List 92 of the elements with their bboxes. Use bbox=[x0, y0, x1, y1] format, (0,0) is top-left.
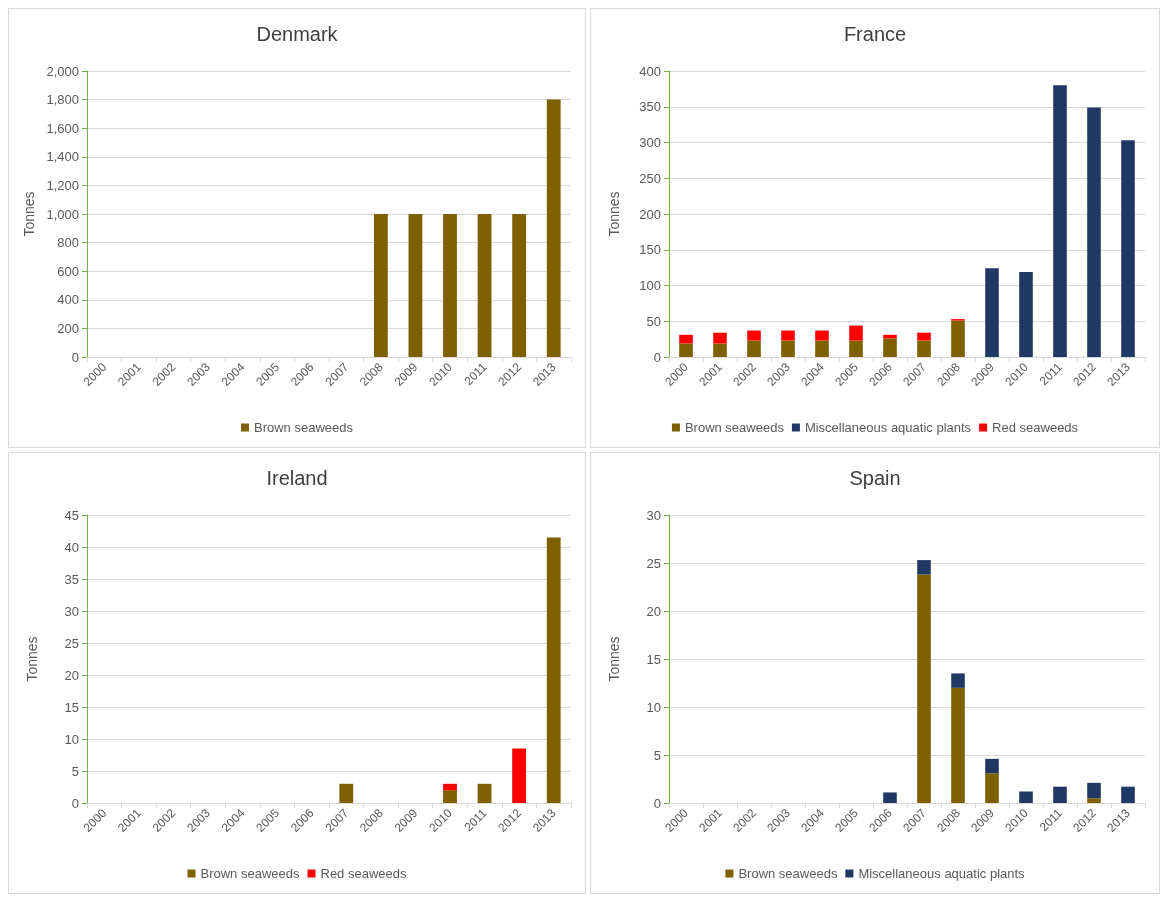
y-tick-label: 35 bbox=[64, 571, 79, 587]
bar bbox=[985, 758, 999, 774]
y-tick-label: 50 bbox=[646, 313, 661, 329]
bar bbox=[951, 687, 965, 803]
y-tick-label: 0 bbox=[71, 349, 79, 365]
y-tick-label: 5 bbox=[653, 747, 661, 763]
y-tick-label: 25 bbox=[646, 555, 661, 571]
bar bbox=[917, 340, 931, 357]
bar bbox=[815, 330, 829, 341]
y-axis-title: Tonnes bbox=[20, 191, 37, 237]
bar bbox=[1053, 786, 1067, 803]
bar bbox=[1087, 107, 1101, 357]
bar bbox=[849, 340, 863, 357]
y-tick-label: 0 bbox=[653, 349, 661, 365]
legend-label: Red seaweeds bbox=[320, 866, 407, 881]
bar bbox=[1019, 791, 1033, 803]
chart-title: Ireland bbox=[266, 467, 328, 489]
y-tick-label: 250 bbox=[639, 170, 661, 186]
bar bbox=[815, 340, 829, 357]
chart-title: Spain bbox=[849, 467, 901, 489]
y-tick-label: 30 bbox=[64, 603, 79, 619]
legend-label: Brown seaweeds bbox=[684, 420, 785, 435]
bar bbox=[713, 343, 727, 357]
bar bbox=[679, 334, 693, 344]
bar bbox=[985, 268, 999, 357]
legend-label: Brown seaweeds bbox=[738, 866, 838, 881]
bar bbox=[339, 783, 354, 803]
bar bbox=[883, 338, 897, 357]
y-tick-label: 15 bbox=[646, 651, 661, 667]
bar bbox=[443, 790, 457, 803]
y-tick-label: 30 bbox=[646, 507, 661, 523]
bar bbox=[849, 325, 863, 341]
y-tick-label: 15 bbox=[64, 699, 79, 715]
bar bbox=[512, 748, 527, 803]
bar bbox=[747, 340, 761, 357]
bar bbox=[1121, 786, 1135, 803]
y-tick-label: 400 bbox=[639, 63, 661, 79]
y-tick-label: 2,000 bbox=[46, 63, 79, 79]
bar bbox=[917, 332, 931, 341]
y-tick-label: 300 bbox=[639, 135, 661, 150]
y-tick-label: 10 bbox=[64, 731, 79, 747]
bar bbox=[883, 792, 897, 803]
bar bbox=[917, 574, 931, 803]
y-tick-label: 0 bbox=[653, 795, 661, 811]
bar bbox=[985, 773, 999, 803]
y-tick-label: 45 bbox=[64, 507, 79, 523]
legend-label: Miscellaneous aquatic plants bbox=[804, 420, 972, 435]
bar bbox=[1087, 798, 1101, 803]
y-tick-label: 100 bbox=[639, 278, 661, 293]
y-tick-label: 200 bbox=[57, 320, 79, 336]
bar bbox=[1053, 85, 1067, 357]
bar bbox=[679, 343, 693, 357]
chart-title: Denmark bbox=[256, 23, 339, 45]
legend-label: Brown seaweeds bbox=[254, 420, 354, 435]
bar bbox=[443, 783, 457, 791]
legend-label: Red seaweeds bbox=[992, 420, 1079, 435]
y-tick-label: 1,800 bbox=[46, 92, 79, 108]
bar bbox=[781, 340, 795, 357]
bar bbox=[1019, 271, 1033, 357]
y-tick-label: 200 bbox=[639, 206, 661, 222]
y-tick-label: 800 bbox=[57, 235, 79, 251]
y-tick-label: 150 bbox=[639, 242, 661, 258]
bar bbox=[781, 330, 795, 341]
y-tick-label: 350 bbox=[639, 99, 661, 115]
y-tick-label: 1,400 bbox=[46, 149, 79, 165]
y-axis-title: Tonnes bbox=[24, 636, 40, 682]
y-tick-label: 25 bbox=[64, 635, 79, 651]
y-tick-label: 1,000 bbox=[46, 206, 79, 222]
bar bbox=[477, 783, 492, 803]
bar bbox=[747, 330, 761, 341]
y-axis-title: Tonnes bbox=[606, 636, 622, 682]
bar bbox=[546, 537, 561, 803]
bar bbox=[951, 673, 965, 688]
y-tick-label: 20 bbox=[64, 667, 79, 683]
y-tick-label: 400 bbox=[57, 292, 79, 308]
y-tick-label: 600 bbox=[57, 263, 79, 279]
y-tick-label: 40 bbox=[64, 539, 79, 555]
bar bbox=[951, 320, 965, 357]
bar bbox=[1087, 782, 1101, 799]
y-tick-label: 1,600 bbox=[46, 120, 79, 136]
chart-title: France bbox=[843, 23, 907, 45]
bar bbox=[713, 332, 727, 344]
bar bbox=[917, 560, 931, 575]
y-tick-label: 5 bbox=[71, 763, 79, 779]
legend-label: Miscellaneous aquatic plants bbox=[858, 866, 1026, 881]
y-axis-title: Tonnes bbox=[606, 191, 622, 237]
y-tick-label: 10 bbox=[646, 699, 661, 715]
legend-label: Brown seaweeds bbox=[200, 866, 300, 881]
bar bbox=[1121, 140, 1135, 357]
y-tick-label: 0 bbox=[71, 795, 79, 811]
y-tick-label: 20 bbox=[646, 603, 661, 619]
y-tick-label: 1,200 bbox=[46, 177, 79, 193]
